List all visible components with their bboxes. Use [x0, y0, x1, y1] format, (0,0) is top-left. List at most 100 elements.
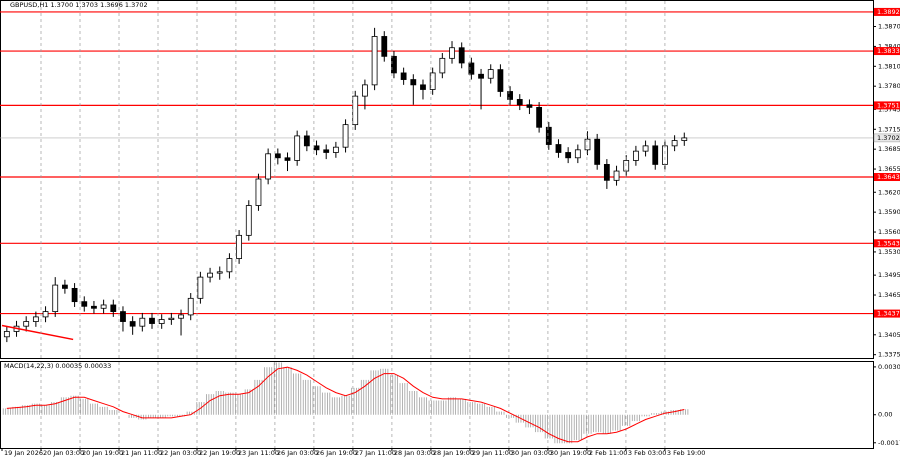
x-tick-label: 28 Jan 19:00	[433, 449, 474, 457]
y-tick-label: 0.00302	[878, 363, 900, 371]
candle-body	[671, 140, 678, 147]
x-tick-label: 29 Jan 11:00	[472, 449, 513, 457]
candle-body	[274, 153, 281, 159]
candle-body	[371, 36, 378, 86]
candle-body	[168, 317, 175, 320]
candle-body	[100, 304, 107, 309]
level-tag	[874, 239, 900, 248]
candle-body	[352, 95, 359, 126]
x-tick-label: 23 Jan 11:00	[238, 449, 279, 457]
trend-line	[1, 324, 74, 341]
candle-body	[594, 138, 601, 165]
y-tick-label: 1.3530	[878, 248, 900, 256]
x-tick-label: 22 Jan 19:00	[199, 449, 240, 457]
x-tick-label: 28 Jan 03:00	[394, 449, 435, 457]
candle-body	[332, 146, 339, 153]
candle-body	[362, 84, 368, 97]
level-label: 1.3643	[877, 173, 900, 181]
y-tick-label: 0.00	[878, 411, 892, 419]
y-tick-label: 1.3655	[878, 165, 900, 173]
candle-body	[449, 47, 455, 59]
candle-body	[245, 205, 252, 236]
candle-body	[468, 62, 475, 75]
x-tick-label: 27 Jan 11:00	[355, 449, 396, 457]
candle-body	[139, 317, 146, 327]
y-tick-label: 1.3620	[878, 188, 900, 196]
candle-body	[652, 145, 659, 165]
candle-body	[429, 72, 436, 90]
candle-body	[149, 317, 155, 324]
candle-body	[265, 153, 272, 180]
candle-body	[313, 145, 320, 151]
candle-body	[32, 316, 39, 322]
x-tick-label: 3 Feb 19:00	[667, 449, 706, 457]
level-label: 1.3892	[877, 8, 900, 16]
candle-body	[23, 321, 30, 327]
level-tag	[874, 101, 900, 110]
x-tick-label: 21 Jan 11:00	[121, 449, 162, 457]
candle-body	[303, 135, 310, 147]
macd-title: MACD(14,22,3) 0.00035 0.00033	[4, 362, 111, 370]
level-label: 1.3437	[877, 310, 900, 318]
level-label: 1.3751	[877, 101, 900, 109]
x-tick-label: 26 Jan 19:00	[316, 449, 357, 457]
candle-body	[420, 84, 426, 90]
candle-body	[516, 99, 523, 106]
candle-body	[603, 164, 610, 181]
candle-body	[381, 36, 388, 57]
candle-body	[255, 178, 262, 206]
candle-body	[478, 73, 484, 79]
x-tick-label: 26 Jan 03:00	[277, 449, 318, 457]
candle-body	[71, 287, 78, 303]
y-tick-label: 1.3870	[878, 23, 900, 31]
candle-body	[662, 145, 668, 165]
candle-body	[584, 138, 591, 151]
candle-body	[458, 47, 465, 64]
y-tick-label: 1.3465	[878, 291, 900, 299]
candle-body	[236, 234, 243, 259]
current-price-tag	[873, 133, 900, 143]
candle-body	[681, 137, 688, 141]
candle-body	[565, 152, 572, 159]
level-tag	[874, 47, 900, 56]
candle-body	[574, 149, 581, 159]
candle-body	[391, 55, 397, 74]
y-tick-label: 1.3590	[878, 208, 900, 216]
candle-body	[62, 284, 68, 289]
candle-body	[497, 69, 504, 92]
level-label: 1.3833	[877, 47, 900, 55]
candle-body	[52, 284, 59, 312]
candle-body	[439, 57, 446, 74]
candle-body	[120, 311, 126, 322]
candle-body	[613, 170, 620, 181]
x-tick-label: 30 Jan 03:00	[511, 449, 552, 457]
candle-body	[507, 91, 513, 100]
candle-body	[226, 258, 233, 273]
x-tick-label: 2 Feb 11:00	[589, 449, 628, 457]
candle-body	[526, 104, 533, 108]
candle-body	[91, 305, 97, 309]
candle-body	[294, 135, 301, 161]
x-tick-label: 19 Jan 2026	[4, 449, 43, 457]
x-tick-label: 22 Jan 03:00	[160, 449, 201, 457]
y-tick-label: 1.3810	[878, 62, 900, 70]
candle-body	[342, 124, 349, 148]
y-tick-label: 1.3715	[878, 125, 900, 133]
candle-body	[323, 149, 330, 153]
x-tick-label: 20 Jan 19:00	[82, 449, 123, 457]
y-tick-label: 1.3840	[878, 42, 900, 50]
candle-body	[158, 319, 165, 324]
x-tick-label: 20 Jan 03:00	[43, 449, 84, 457]
level-tag	[874, 309, 900, 318]
candle-body	[536, 107, 543, 128]
signal-line	[6, 366, 685, 443]
candle-body	[178, 314, 184, 319]
current-price-label: 1.3702	[877, 134, 900, 142]
candle-body	[216, 271, 223, 274]
level-label: 1.3543	[877, 239, 900, 247]
candle-body	[555, 144, 562, 153]
candle-body	[400, 72, 407, 80]
chart-title: GBPUSD,H1 1.3700 1.3703 1.3696 1.3702	[10, 1, 148, 9]
x-tick-label: 30 Jan 19:00	[550, 449, 591, 457]
